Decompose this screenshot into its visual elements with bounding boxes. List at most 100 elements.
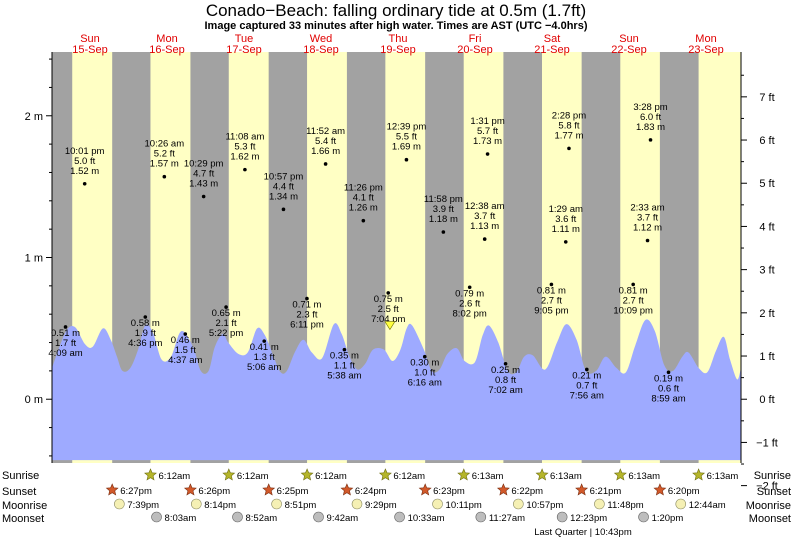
tide-label: 1.73 m: [473, 136, 502, 147]
tide-label: 7:02 am: [488, 385, 522, 396]
tide-point: [422, 354, 427, 359]
moonrise-icon: [594, 498, 605, 510]
day-date: 19-Sep: [380, 44, 415, 56]
moon-phase-label: Last Quarter | 10:43pm: [534, 527, 632, 538]
tide-label: 10:57 pm: [264, 171, 304, 182]
tide-point: [503, 361, 508, 366]
tide-label: 10:09 pm: [613, 305, 653, 316]
tide-point: [482, 237, 487, 241]
right-tick-label: 2 ft: [759, 308, 774, 320]
moonrise-icon: [432, 498, 443, 510]
tide-label: 5.4 ft: [315, 136, 336, 147]
moonset-icon: [232, 511, 243, 523]
tide-label: 8:02 pm: [453, 308, 487, 319]
tide-point: [281, 207, 286, 212]
sunrise-icon: [144, 468, 157, 481]
moonrise-time: 7:39pm: [127, 500, 159, 511]
tide-label: 1.62 m: [230, 152, 259, 163]
tide-label: 6:16 am: [408, 378, 442, 389]
chart-title: Conado−Beach: falling ordinary tide at 0…: [206, 1, 586, 20]
moonrise-row-label-right: Moonrise: [746, 500, 791, 512]
sunset-time: 6:25pm: [277, 486, 309, 497]
tide-point: [361, 218, 366, 223]
moonset-time: 11:27am: [489, 513, 525, 524]
tide-label: 9:05 pm: [534, 305, 568, 316]
sunrise-icon: [222, 468, 236, 481]
day-date: 20-Sep: [457, 44, 492, 56]
left-tick-label: 0 m: [25, 394, 43, 406]
tide-label: 12:38 am: [465, 201, 505, 212]
day-name: Wed: [310, 33, 332, 45]
tide-point: [224, 305, 228, 309]
sunrise-icon: [457, 468, 471, 481]
tide-label: 1.66 m: [311, 146, 340, 157]
sunset-time: 6:26pm: [198, 486, 230, 497]
moonrise-icon: [271, 498, 282, 510]
moonset-icon: [394, 511, 405, 523]
tide-curve: [52, 319, 741, 461]
moonrise-icon: [513, 498, 524, 510]
right-tick-label: 7 ft: [759, 92, 774, 104]
tide-label: 1.5 ft: [175, 345, 196, 356]
tide-label: 4:37 am: [168, 355, 202, 366]
tide-label: 7:04 pm: [371, 314, 405, 325]
sunrise-icon: [378, 468, 392, 481]
tide-label: 1:31 pm: [470, 116, 504, 127]
sunrise-time: 6:12am: [159, 471, 191, 482]
tide-point: [631, 282, 635, 287]
sunset-time: 6:22pm: [511, 486, 543, 497]
day-date: 22-Sep: [611, 44, 646, 56]
sunrise-icon: [535, 468, 549, 481]
tide-label: 2:28 pm: [552, 110, 586, 121]
tide-point: [404, 157, 409, 162]
tide-point: [305, 296, 309, 301]
moonset-time: 8:03am: [165, 513, 197, 524]
tide-label: 2.1 ft: [216, 318, 237, 329]
tide-label: 5:22 pm: [209, 328, 243, 339]
sunrise-row-label-left: Sunrise: [2, 470, 39, 482]
moonrise-time: 10:57pm: [526, 500, 563, 511]
sunrise-row-label-right: Sunrise: [754, 470, 791, 482]
tide-label: 4.4 ft: [273, 181, 294, 192]
tide-label: 0.79 m: [455, 288, 484, 299]
tide-label: 1.69 m: [392, 142, 421, 153]
tide-point: [485, 152, 490, 156]
tide-label: 0.25 m: [491, 365, 520, 376]
sunrise-icon: [692, 468, 706, 481]
tide-label: 5.5 ft: [396, 132, 417, 143]
day-date: 23-Sep: [688, 44, 723, 56]
current-tide-marker: [384, 321, 396, 331]
sunset-icon: [105, 483, 119, 496]
tide-label: 1.57 m: [150, 159, 179, 170]
tide-label: 2.7 ft: [541, 295, 562, 306]
tide-label: 3.6 ft: [555, 214, 576, 225]
sunset-icon: [262, 483, 276, 496]
moonset-row-label-right: Moonset: [749, 513, 791, 525]
tide-label: 1.7 ft: [55, 338, 76, 349]
day-date: 18-Sep: [303, 44, 338, 56]
tide-label: 8:59 am: [651, 393, 685, 404]
moonset-time: 8:52am: [246, 513, 278, 524]
tide-label: 0.81 m: [619, 285, 648, 296]
water-area: [52, 319, 741, 461]
left-tick-label: 2 m: [25, 111, 43, 123]
tide-label: 0.35 m: [330, 351, 359, 362]
tide-point: [262, 339, 267, 343]
tide-label: 0.65 m: [212, 308, 241, 319]
tide-label: 11:08 am: [225, 132, 264, 143]
moonset-row-label-left: Moonset: [2, 513, 44, 525]
tide-label: 2.3 ft: [296, 310, 317, 321]
tide-label: 5.0 ft: [74, 156, 95, 167]
tide-label: 0.46 m: [171, 335, 200, 346]
sunrise-time: 6:13am: [707, 471, 739, 482]
tide-label: 0.81 m: [537, 285, 566, 296]
tide-point: [549, 282, 554, 287]
sunset-row-label-left: Sunset: [2, 486, 36, 498]
sunset-icon: [653, 483, 667, 496]
sunset-time: 6:27pm: [120, 486, 152, 497]
moonrise-time: 8:14pm: [204, 500, 236, 511]
moonset-icon: [638, 511, 649, 523]
tide-label: 1.83 m: [636, 122, 665, 133]
day-date: 15-Sep: [72, 44, 107, 56]
day-name: Sun: [80, 33, 100, 45]
